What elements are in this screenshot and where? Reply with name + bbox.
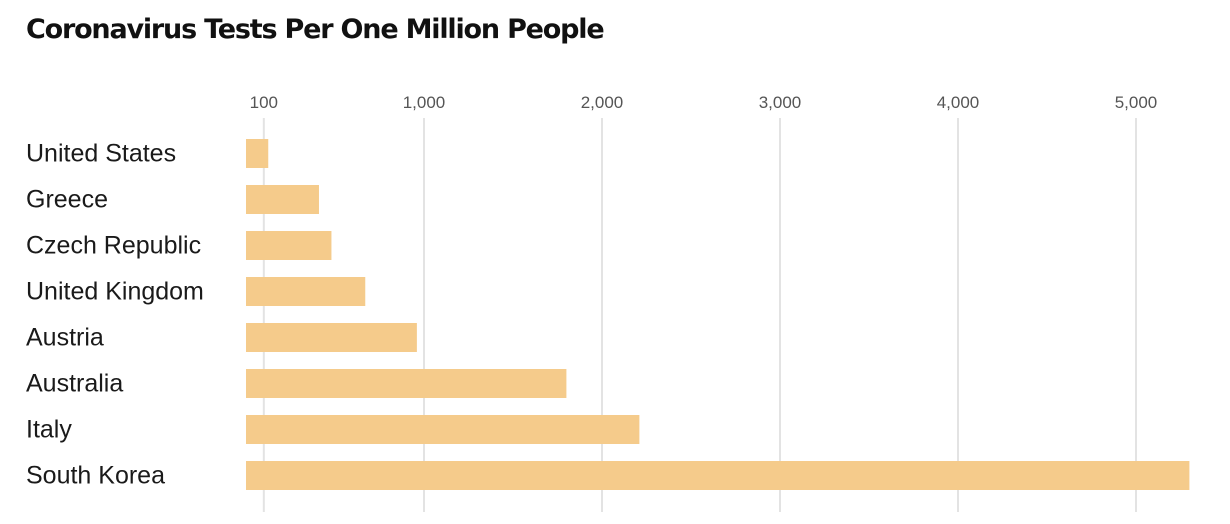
x-tick-label: 3,000: [759, 93, 802, 112]
x-tick-label: 4,000: [937, 93, 980, 112]
bar: [246, 415, 640, 444]
category-label: Greece: [26, 186, 108, 214]
chart-title: Coronavirus Tests Per One Million People: [26, 14, 605, 45]
x-tick-label: 1,000: [403, 93, 446, 112]
bar: [246, 185, 319, 214]
category-label: United Kingdom: [26, 278, 204, 306]
category-label: Czech Republic: [26, 232, 201, 260]
category-label: South Korea: [26, 462, 165, 490]
category-label: United States: [26, 140, 176, 168]
bar: [246, 369, 567, 398]
bar: [246, 323, 417, 352]
bar: [246, 461, 1190, 490]
category-label: Italy: [26, 416, 72, 444]
bar: [246, 277, 366, 306]
bar: [246, 231, 332, 260]
x-tick-label: 100: [250, 93, 278, 112]
category-label: Australia: [26, 370, 123, 398]
x-tick-label: 5,000: [1115, 93, 1158, 112]
bar: [246, 139, 269, 168]
x-tick-label: 2,000: [581, 93, 624, 112]
category-label: Austria: [26, 324, 104, 352]
